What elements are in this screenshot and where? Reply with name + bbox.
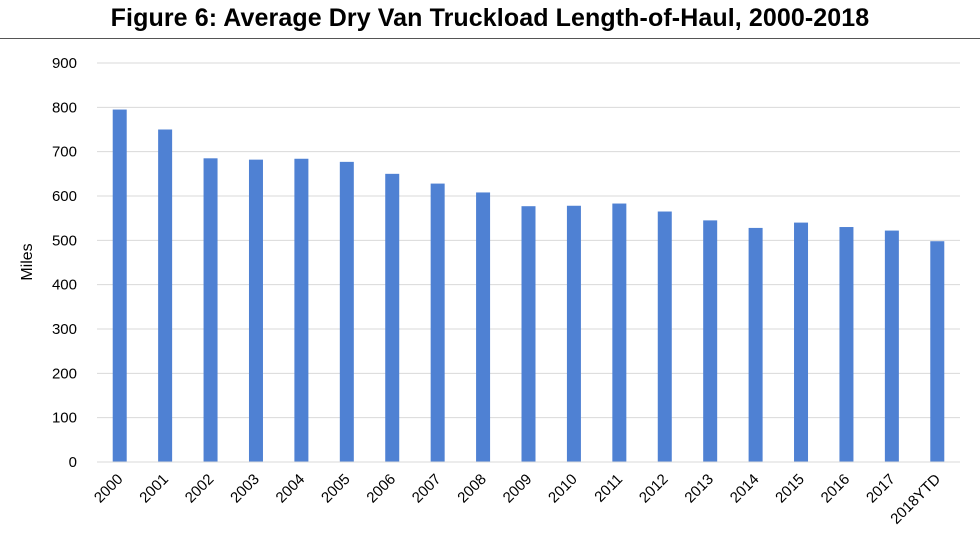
x-tick-label: 2010 xyxy=(545,471,581,507)
y-tick-label: 800 xyxy=(52,99,77,116)
x-tick-label: 2006 xyxy=(363,471,399,507)
x-tick-label: 2013 xyxy=(681,471,717,507)
x-tick-label: 2016 xyxy=(818,471,854,507)
bar-2012 xyxy=(657,211,672,462)
bar-2008 xyxy=(476,192,491,462)
y-tick-label: 100 xyxy=(52,410,77,427)
bar-2016 xyxy=(839,227,854,462)
x-tick-label: 2015 xyxy=(772,471,808,507)
bar-2003 xyxy=(248,159,263,462)
bar-2015 xyxy=(794,222,809,462)
x-tick-label: 2009 xyxy=(500,471,536,507)
x-tick-label: 2008 xyxy=(454,471,490,507)
bar-2001 xyxy=(158,129,173,462)
y-tick-label: 700 xyxy=(52,144,77,161)
x-axis-ticks: 2000 2001 2002 2003 2004 2005 2006 2007 2008 2009… xyxy=(91,471,944,528)
x-tick-label: 2018YTD xyxy=(887,471,944,528)
bars xyxy=(112,109,945,463)
x-tick-label: 2007 xyxy=(409,471,445,507)
y-tick-label: 400 xyxy=(52,277,77,294)
bar-2017 xyxy=(884,230,899,462)
bar-2005 xyxy=(339,161,354,462)
chart-title: Figure 6: Average Dry Van Truckload Leng… xyxy=(110,4,870,32)
x-tick-label: 2004 xyxy=(273,471,309,507)
bar-2002 xyxy=(203,158,218,463)
x-tick-label: 2003 xyxy=(227,471,263,507)
x-tick-label: 2012 xyxy=(636,471,672,507)
y-tick-label: 0 xyxy=(69,454,77,471)
bar-2010 xyxy=(566,205,581,462)
bar-2007 xyxy=(430,183,445,462)
y-tick-label: 300 xyxy=(52,321,77,338)
x-tick-label: 2005 xyxy=(318,471,354,507)
bar-2014 xyxy=(748,227,763,462)
x-tick-label: 2017 xyxy=(863,471,899,507)
grid-lines xyxy=(97,62,960,419)
bar-2018YTD xyxy=(930,241,945,462)
bar-2013 xyxy=(703,220,718,462)
y-axis-ticks: 0 100 200 300 400 500 600 700 800 900 xyxy=(52,55,77,471)
x-tick-label: 2000 xyxy=(91,471,127,507)
bar-2004 xyxy=(294,158,309,462)
x-tick-label: 2001 xyxy=(136,471,172,507)
x-tick-label: 2011 xyxy=(591,471,626,506)
y-axis-title: Miles xyxy=(19,243,36,280)
bar-2000 xyxy=(112,109,127,463)
y-tick-label: 200 xyxy=(52,365,77,382)
bar-2009 xyxy=(521,206,536,462)
title-divider xyxy=(0,38,980,39)
bar-2011 xyxy=(612,203,627,462)
y-tick-label: 900 xyxy=(52,55,77,72)
y-tick-label: 600 xyxy=(52,188,77,205)
x-tick-label: 2002 xyxy=(182,471,218,507)
x-tick-label: 2014 xyxy=(727,471,763,507)
bar-2006 xyxy=(385,173,400,463)
y-tick-label: 500 xyxy=(52,232,77,249)
